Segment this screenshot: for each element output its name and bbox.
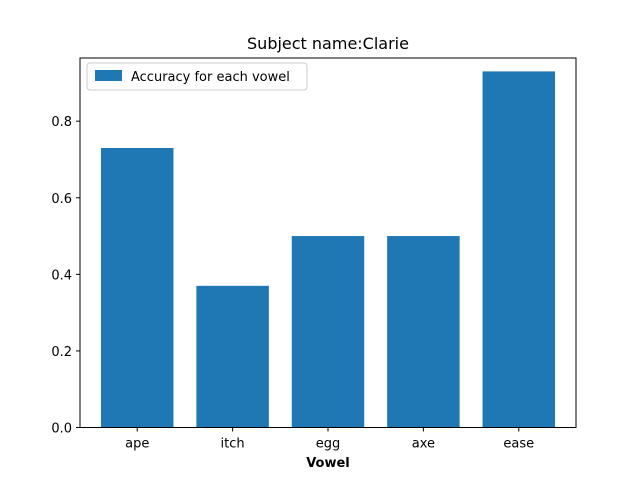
bar-egg [291,236,365,428]
legend-swatch [95,70,122,81]
y-tick-label: 0.0 [51,422,72,437]
bar-ape [100,147,174,428]
y-tick-label: 0.6 [51,192,72,207]
chart-title: Subject name:Clarie [247,34,409,53]
bar-itch [196,285,269,428]
bar-ease [482,71,556,428]
y-tick-label: 0.4 [51,268,72,283]
legend-box [86,62,308,91]
x-tick-label: egg [316,437,341,452]
x-tick-label: ape [125,437,149,452]
y-axis: 0.0 0.2 0.4 0.6 0.8 [51,115,80,437]
x-axis: ape itch egg axe ease [125,427,534,452]
legend: Accuracy for each vowel [86,62,308,91]
legend-label: Accuracy for each vowel [131,70,290,85]
x-axis-label: Vowel [306,456,350,471]
bars-group [100,71,556,428]
y-tick-label: 0.2 [51,345,72,360]
bar-axe [387,236,460,428]
x-tick-label: ease [503,437,534,452]
y-tick-label: 0.8 [51,115,72,130]
x-tick-label: axe [412,437,435,452]
x-tick-label: itch [221,437,245,452]
